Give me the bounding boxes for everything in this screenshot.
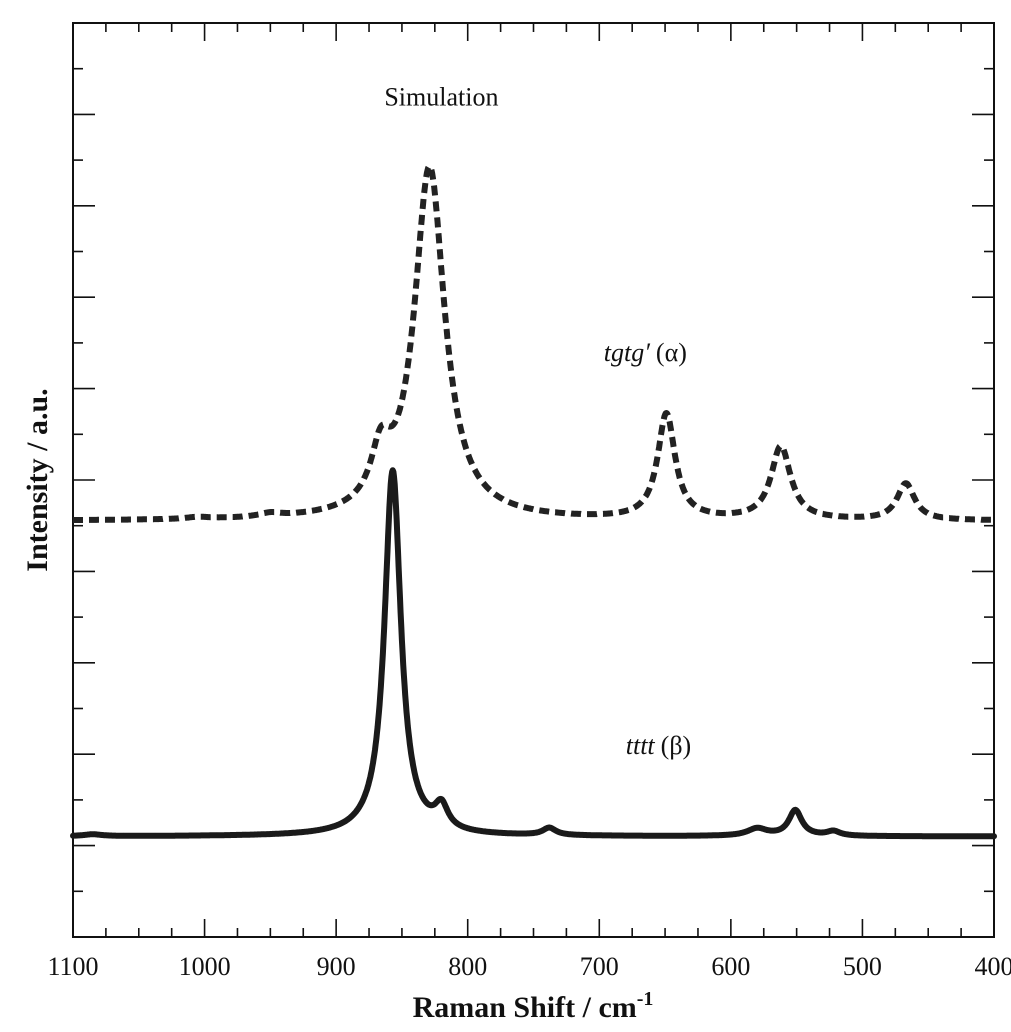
x-tick-label: 600: [711, 952, 750, 981]
x-tick-label: 500: [843, 952, 882, 981]
annotation-alpha-label: (α): [656, 338, 687, 367]
x-tick-label: 700: [580, 952, 619, 981]
annotation-alpha-italic: tgtg′: [604, 338, 650, 367]
x-tick-label: 1100: [47, 952, 98, 981]
x-tick-label: 1000: [179, 952, 231, 981]
annotation-alpha: tgtg′ (α): [604, 338, 687, 367]
plot-frame: [72, 22, 995, 938]
x-tick-label: 400: [975, 952, 1011, 981]
annotation-beta: tttt (β): [626, 731, 691, 760]
annotation-simulation: Simulation: [384, 82, 498, 111]
series-line-alpha: [70, 163, 997, 523]
x-axis-title: Raman Shift / cm-1: [413, 988, 654, 1024]
x-axis-title-sup: -1: [637, 988, 654, 1010]
series-group: [70, 163, 997, 840]
x-tick-labels: 1100 1000 900 800 700 600 500 400: [47, 952, 1011, 981]
series-line-beta: [70, 467, 997, 840]
axis-ticks: [72, 23, 995, 937]
x-tick-label: 900: [317, 952, 356, 981]
x-tick-label: 800: [448, 952, 487, 981]
x-axis-title-text: Raman Shift / cm: [413, 991, 637, 1024]
annotation-beta-italic: tttt: [626, 731, 656, 760]
y-axis-title: Intensity / a.u.: [21, 388, 54, 571]
annotation-beta-label: (β): [661, 731, 692, 760]
